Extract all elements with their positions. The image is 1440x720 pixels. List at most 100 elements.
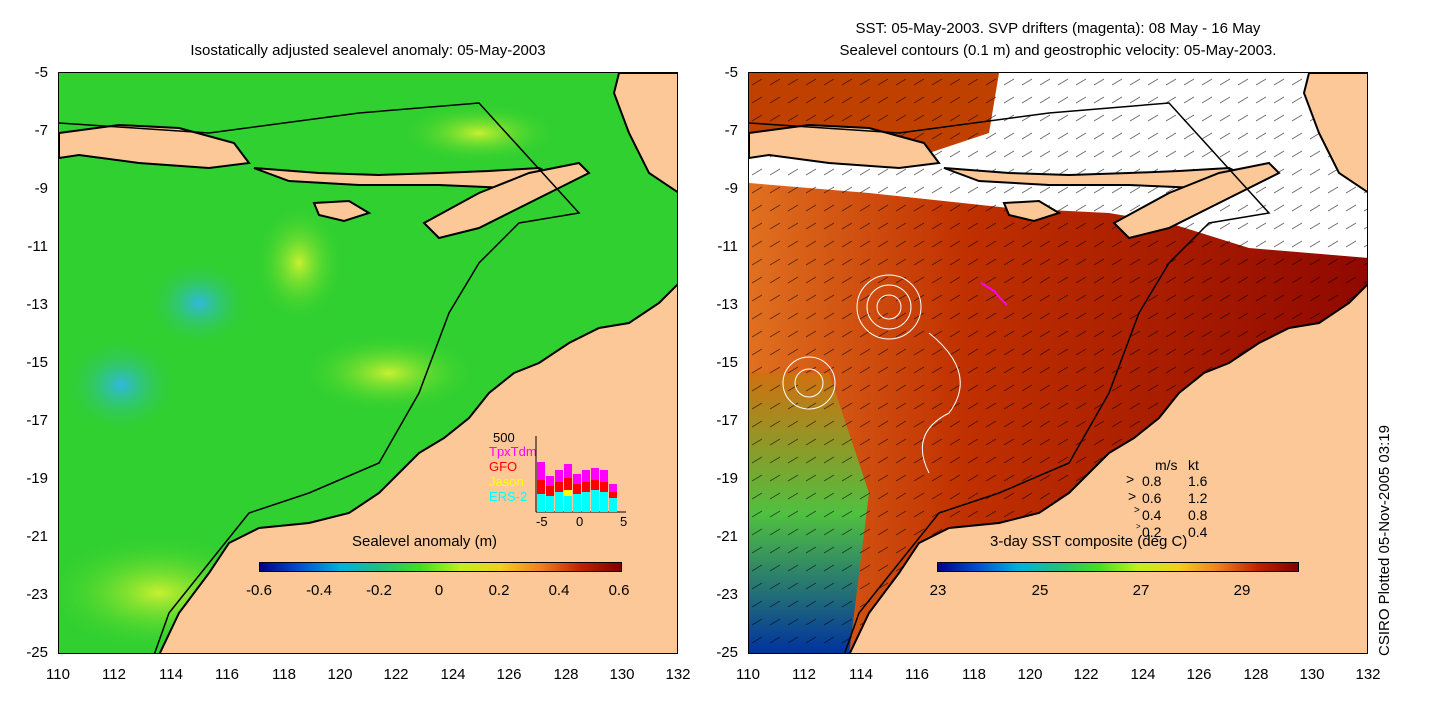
velocity-arrow-icon: > xyxy=(1128,488,1137,504)
x-tick: 124 xyxy=(1130,666,1156,683)
histogram-max-label: 500 xyxy=(493,430,515,445)
x-tick: 120 xyxy=(1017,666,1043,683)
series-label-jason: Jason xyxy=(489,474,524,489)
series-label-ers2: ERS-2 xyxy=(489,489,528,504)
velocity-arrow-icon: > xyxy=(1134,505,1140,516)
x-tick: 132 xyxy=(1355,666,1381,683)
velocity-legend-ms: 0.8 xyxy=(1142,473,1162,489)
low-anomaly-eddy xyxy=(144,258,254,348)
high-anomaly-patch xyxy=(299,333,479,413)
timor-island xyxy=(422,161,591,240)
low-anomaly-eddy xyxy=(61,335,181,435)
timor-island xyxy=(1112,161,1281,240)
y-tick: -25 xyxy=(26,644,48,661)
left-sealevel-map xyxy=(58,72,678,654)
x-tick: 118 xyxy=(962,666,986,683)
velocity-legend-kt: 1.6 xyxy=(1188,473,1208,489)
x-tick: 130 xyxy=(1299,666,1325,683)
x-tick: 126 xyxy=(496,666,522,683)
y-tick: -9 xyxy=(34,180,48,197)
colorbar-tick: 25 xyxy=(1031,582,1049,599)
x-tick: 116 xyxy=(905,666,929,683)
shelf-contour-line xyxy=(749,102,1271,653)
x-tick: 122 xyxy=(383,666,409,683)
velocity-legend-kt: 0.8 xyxy=(1188,507,1208,523)
right-sst-map xyxy=(748,72,1368,654)
sealevel-contours xyxy=(782,274,961,474)
y-tick: -25 xyxy=(716,644,738,661)
colorbar-tick: 29 xyxy=(1233,582,1251,599)
shelf-contour-line xyxy=(59,102,581,653)
y-tick: -19 xyxy=(716,470,738,487)
x-tick: 132 xyxy=(665,666,691,683)
histogram-x-tick: 5 xyxy=(620,514,628,529)
left-map-title: Isostatically adjusted sealevel anomaly:… xyxy=(190,42,546,59)
y-tick: -7 xyxy=(34,122,48,139)
colorbar-tick: -0.4 xyxy=(306,582,332,599)
y-tick: -7 xyxy=(724,122,738,139)
velocity-legend-header-ms: m/s xyxy=(1155,457,1178,473)
high-anomaly-patch xyxy=(254,203,344,323)
y-tick: -13 xyxy=(26,296,48,313)
sumba-island xyxy=(312,199,372,223)
histogram-x-tick: 0 xyxy=(576,514,584,529)
colorbar-tick: 0 xyxy=(434,582,444,599)
x-tick: 114 xyxy=(159,666,183,683)
x-tick: 128 xyxy=(553,666,579,683)
y-tick: -9 xyxy=(724,180,738,197)
y-tick: -21 xyxy=(716,528,738,545)
x-tick: 110 xyxy=(46,666,70,683)
velocity-legend-header-kt: kt xyxy=(1188,457,1199,473)
histogram-x-tick: -5 xyxy=(536,514,548,529)
x-tick: 114 xyxy=(849,666,873,683)
java-island xyxy=(749,123,941,170)
velocity-legend-kt: 1.2 xyxy=(1188,490,1208,506)
colorbar-tick: -0.6 xyxy=(246,582,272,599)
y-tick: -13 xyxy=(716,296,738,313)
x-tick: 126 xyxy=(1186,666,1212,683)
y-tick: -21 xyxy=(26,528,48,545)
left-colorbar-label: Sealevel anomaly (m) xyxy=(352,533,498,550)
y-tick: -11 xyxy=(717,238,738,255)
colorbar-tick: 0.6 xyxy=(608,582,630,599)
x-tick: 116 xyxy=(215,666,239,683)
drifter-track xyxy=(980,282,1008,306)
velocity-arrow-icon: > xyxy=(1126,471,1135,487)
x-tick: 122 xyxy=(1073,666,1099,683)
y-tick: -23 xyxy=(716,586,738,603)
y-tick: -5 xyxy=(724,64,738,81)
colorbar-tick: 0.4 xyxy=(548,582,570,599)
y-tick: -15 xyxy=(26,354,48,371)
series-label-gfo: GFO xyxy=(489,459,518,474)
right-map-title-line1: SST: 05-May-2003. SVP drifters (magenta)… xyxy=(855,20,1261,37)
velocity-legend-kt: 0.4 xyxy=(1188,524,1208,540)
velocity-legend-ms: 0.4 xyxy=(1142,507,1162,523)
histogram-bars xyxy=(535,436,626,513)
y-tick: -19 xyxy=(26,470,48,487)
series-label-tpxtdm: TpxTdm xyxy=(489,444,537,459)
velocity-legend-ms: 0.2 xyxy=(1142,524,1162,540)
colorbar-tick: 27 xyxy=(1132,582,1150,599)
plot-timestamp: CSIRO Plotted 05-Nov-2005 03:19 xyxy=(1376,425,1393,656)
x-tick: 128 xyxy=(1243,666,1269,683)
right-map-title-line2: Sealevel contours (0.1 m) and geostrophi… xyxy=(839,42,1277,59)
right-colorbar-label: 3-day SST composite (deg C) xyxy=(990,533,1188,550)
australia-landmass xyxy=(158,283,677,653)
y-tick: -17 xyxy=(26,412,48,429)
x-tick: 110 xyxy=(736,666,760,683)
colorbar-tick: 0.2 xyxy=(488,582,510,599)
y-tick: -15 xyxy=(716,354,738,371)
north-coast-land xyxy=(612,73,677,193)
north-coast-land xyxy=(1302,73,1367,193)
x-tick: 112 xyxy=(102,666,126,683)
right-colorbar xyxy=(937,562,1299,572)
sumba-island xyxy=(1002,199,1062,223)
x-tick: 118 xyxy=(272,666,296,683)
australia-landmass xyxy=(848,283,1367,653)
left-map-canvas xyxy=(59,73,677,653)
x-tick: 112 xyxy=(792,666,816,683)
y-tick: -11 xyxy=(27,238,48,255)
velocity-legend-ms: 0.6 xyxy=(1142,490,1162,506)
y-tick: -17 xyxy=(716,412,738,429)
high-anomaly-patch xyxy=(399,103,559,163)
